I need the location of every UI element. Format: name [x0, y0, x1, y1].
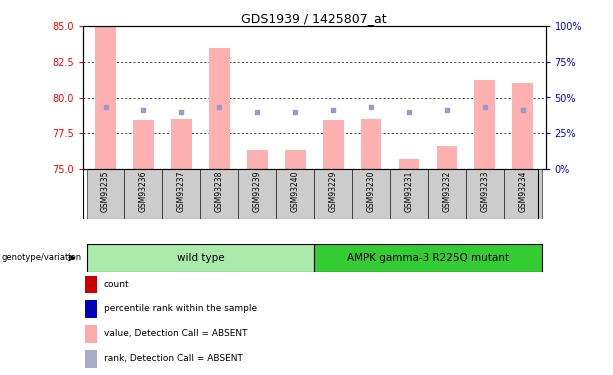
- Text: GSM93234: GSM93234: [519, 170, 527, 212]
- Text: GSM93233: GSM93233: [481, 170, 489, 212]
- Text: GSM93237: GSM93237: [177, 170, 186, 212]
- Bar: [95, 26, 116, 169]
- Text: GSM93232: GSM93232: [443, 170, 451, 211]
- Text: AMPK gamma-3 R225Q mutant: AMPK gamma-3 R225Q mutant: [347, 253, 509, 263]
- Bar: [86, 244, 314, 272]
- Point: [101, 105, 110, 111]
- Point: [253, 109, 262, 115]
- Point: [328, 107, 338, 113]
- Bar: [428, 169, 466, 219]
- Text: GSM93231: GSM93231: [405, 170, 414, 211]
- Text: value, Detection Call = ABSENT: value, Detection Call = ABSENT: [104, 329, 247, 338]
- Point: [480, 105, 490, 111]
- Bar: [162, 169, 200, 219]
- Bar: [276, 169, 314, 219]
- Title: GDS1939 / 1425807_at: GDS1939 / 1425807_at: [242, 12, 387, 25]
- Point: [291, 109, 300, 115]
- Bar: [133, 120, 154, 169]
- Bar: [238, 169, 276, 219]
- Bar: [124, 169, 162, 219]
- Text: rank, Detection Call = ABSENT: rank, Detection Call = ABSENT: [104, 354, 243, 363]
- Text: GSM93239: GSM93239: [253, 170, 262, 212]
- Point: [139, 107, 148, 113]
- Bar: [352, 169, 390, 219]
- Bar: [504, 169, 542, 219]
- Bar: [200, 169, 238, 219]
- Bar: [314, 244, 542, 272]
- Text: GSM93229: GSM93229: [329, 170, 338, 211]
- Text: GSM93235: GSM93235: [101, 170, 110, 212]
- Bar: [85, 275, 97, 293]
- Text: genotype/variation: genotype/variation: [1, 254, 82, 262]
- Bar: [512, 83, 533, 169]
- Bar: [436, 146, 457, 169]
- Point: [518, 107, 528, 113]
- Bar: [285, 150, 306, 169]
- Text: count: count: [104, 280, 129, 289]
- Bar: [171, 119, 192, 169]
- Point: [215, 105, 224, 111]
- Bar: [85, 300, 97, 318]
- Point: [404, 109, 414, 115]
- Text: GSM93240: GSM93240: [291, 170, 300, 212]
- Bar: [209, 48, 230, 169]
- Point: [177, 109, 186, 115]
- Text: GSM93236: GSM93236: [139, 170, 148, 212]
- Bar: [474, 80, 495, 169]
- Point: [366, 105, 376, 111]
- Bar: [85, 350, 97, 368]
- Bar: [86, 169, 124, 219]
- Point: [442, 107, 452, 113]
- Text: GSM93238: GSM93238: [215, 170, 224, 211]
- Bar: [390, 169, 428, 219]
- Bar: [247, 150, 268, 169]
- Bar: [322, 120, 343, 169]
- Bar: [360, 119, 381, 169]
- Bar: [398, 159, 419, 169]
- Bar: [314, 169, 352, 219]
- Bar: [85, 325, 97, 343]
- Bar: [466, 169, 504, 219]
- Text: GSM93230: GSM93230: [367, 170, 376, 212]
- Text: wild type: wild type: [177, 253, 224, 263]
- Text: percentile rank within the sample: percentile rank within the sample: [104, 304, 257, 313]
